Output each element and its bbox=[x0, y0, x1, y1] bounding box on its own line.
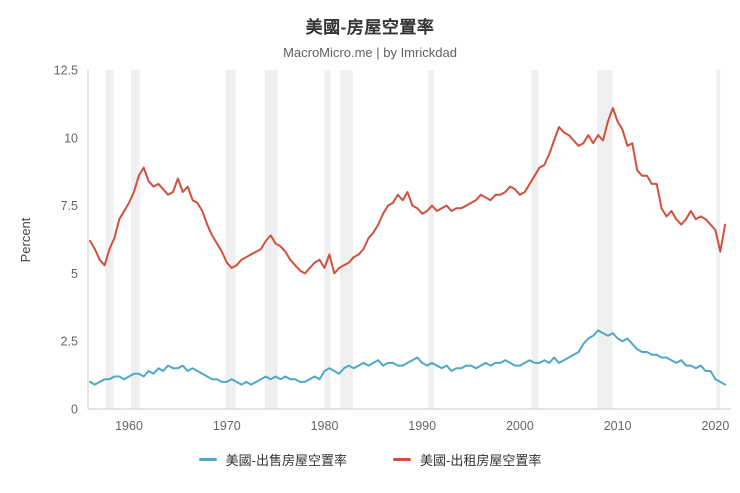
series-line-0[interactable] bbox=[89, 329, 727, 386]
chart-canvas[interactable]: 0 2.5 5 7.5 10 12.5 1960 1970 1980 1990 2000 2010 20… bbox=[0, 62, 740, 442]
legend-item-rental-vacancy[interactable]: 美國-出租房屋空置率 bbox=[393, 450, 541, 469]
y-tick-label: 7.5 bbox=[61, 199, 78, 213]
y-tick-label: 10 bbox=[64, 131, 78, 145]
x-tick-label: 1960 bbox=[115, 419, 143, 433]
recession-band bbox=[131, 70, 140, 409]
chart-area: Percent 0 2.5 5 7.5 10 12.5 1960 1970 1980 1990 20… bbox=[0, 62, 740, 442]
chart-subtitle: MacroMicro.me | by Imrickdad bbox=[283, 45, 457, 60]
series-line-1[interactable] bbox=[89, 107, 727, 275]
y-tick-label: 0 bbox=[71, 403, 78, 417]
legend-swatch-for-sale-icon bbox=[198, 458, 217, 461]
x-tick-label: 1990 bbox=[408, 419, 436, 433]
recession-band bbox=[428, 70, 434, 409]
legend-item-for-sale-vacancy[interactable]: 美國-出售房屋空置率 bbox=[198, 450, 347, 469]
x-tick-label: 2000 bbox=[506, 419, 534, 433]
recession-band bbox=[225, 70, 236, 409]
x-tick-label: 2020 bbox=[701, 419, 729, 433]
recession-band bbox=[340, 70, 353, 409]
y-tick-label: 2.5 bbox=[61, 335, 78, 349]
recession-band bbox=[324, 70, 331, 409]
legend-label-rental: 美國-出租房屋空置率 bbox=[420, 453, 542, 468]
x-tick-label: 1970 bbox=[213, 419, 241, 433]
y-tick-label: 12.5 bbox=[54, 64, 78, 78]
legend-label-for-sale: 美國-出售房屋空置率 bbox=[225, 453, 347, 468]
legend-swatch-rental-icon bbox=[393, 458, 411, 461]
recession-band bbox=[105, 70, 114, 409]
chart-legend: 美國-出售房屋空置率 美國-出租房屋空置率 bbox=[0, 450, 740, 469]
x-tick-label: 2010 bbox=[604, 419, 632, 433]
chart-title: 美國-房屋空置率 bbox=[305, 18, 435, 37]
recession-band bbox=[531, 70, 539, 409]
y-tick-label: 5 bbox=[71, 267, 78, 281]
y-axis-title: Percent bbox=[18, 217, 33, 263]
recession-band bbox=[264, 70, 278, 409]
x-tick-label: 1980 bbox=[311, 419, 339, 433]
recession-band bbox=[597, 70, 613, 409]
